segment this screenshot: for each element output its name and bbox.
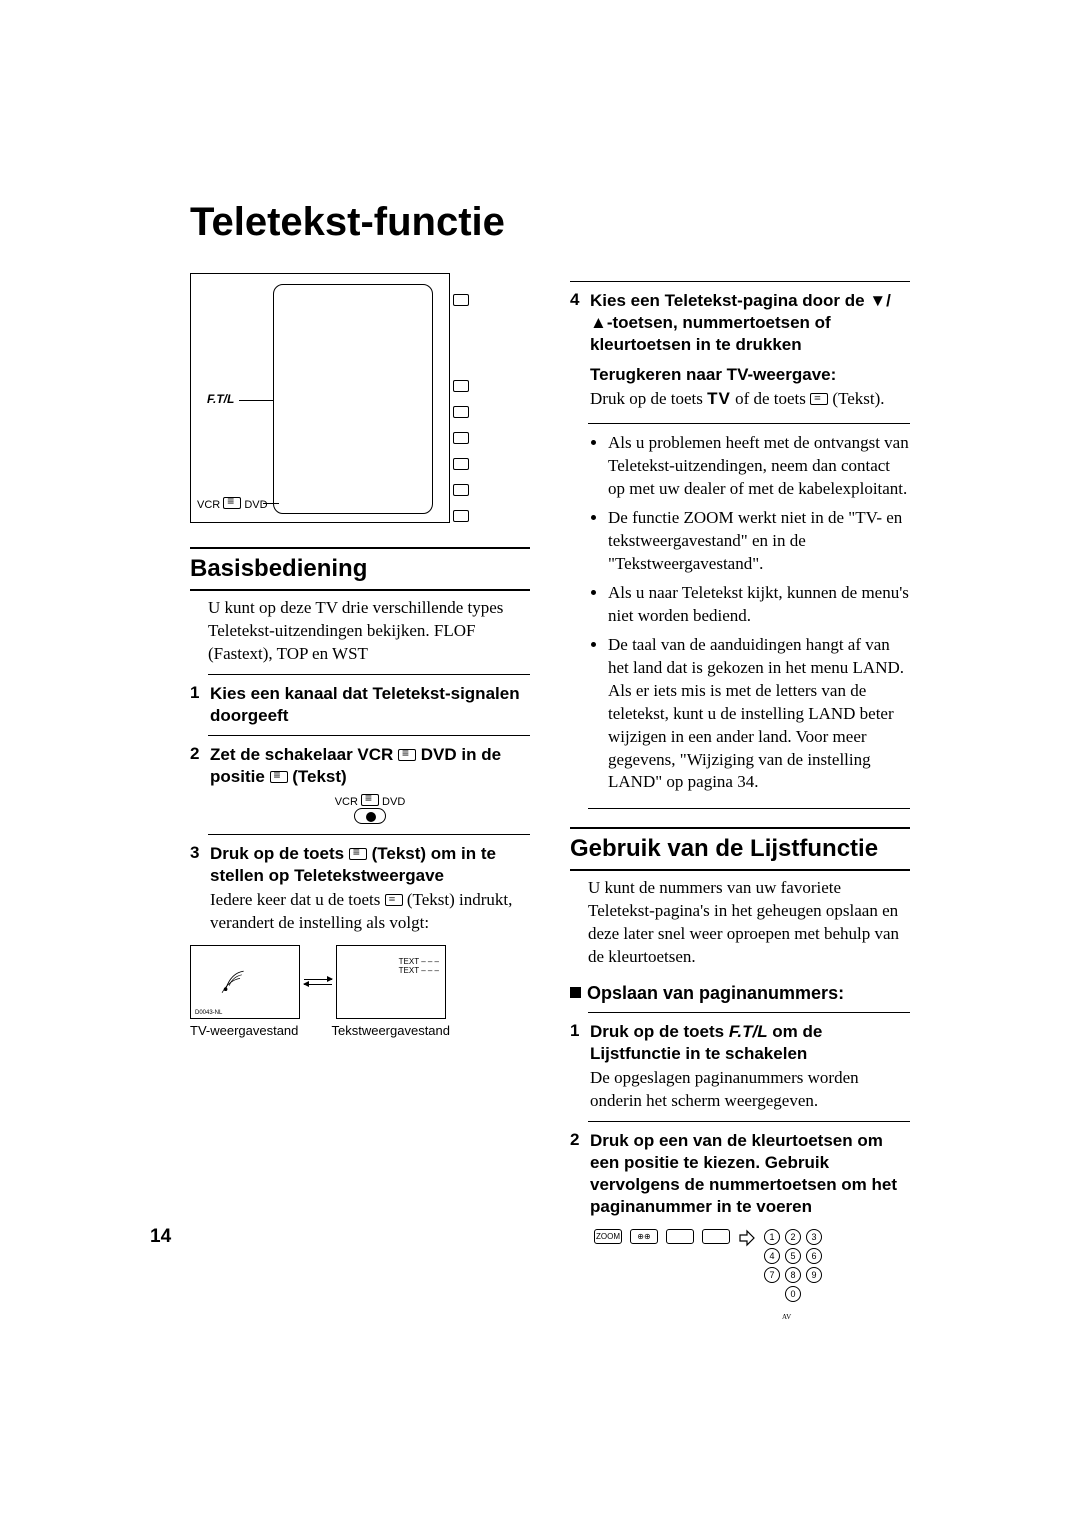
tekst-icon: [810, 393, 828, 405]
right-column: 4 Kies een Teletekst-pagina door de ▼/▲-…: [570, 273, 910, 1320]
arrow-right-icon: [304, 979, 332, 980]
side-icon: [453, 432, 469, 444]
step-4: 4 Kies een Teletekst-pagina door de ▼/▲-…: [570, 290, 910, 411]
color-button: [702, 1229, 730, 1244]
page-title: Teletekst-functie: [190, 200, 910, 245]
state-arrows: [304, 979, 332, 985]
color-button: [666, 1229, 694, 1244]
step-heading: Druk op de toets F.T/L om de Lijstfuncti…: [590, 1021, 910, 1065]
section-lijstfunctie: Gebruik van de Lijstfunctie: [570, 835, 910, 863]
tekst-icon: [223, 497, 241, 509]
signal-icon: [213, 964, 249, 1000]
tekst-icon: [270, 771, 288, 783]
step-text: De opgeslagen paginanummers worden onder…: [590, 1067, 910, 1113]
tekst-icon: [361, 794, 379, 806]
diagram-id: D0043-NL: [195, 1010, 222, 1016]
number-keypad: 1 2 3 4 5 6 7 8 9 0: [764, 1229, 824, 1302]
return-heading: Terugkeren naar TV-weergave:: [590, 364, 910, 386]
page-number: 14: [150, 1226, 171, 1248]
step-number: 2: [190, 744, 210, 826]
note-item: Als u naar Teletekst kijkt, kunnen de me…: [608, 582, 910, 628]
text-lines: TEXT – – – TEXT – – –: [399, 958, 439, 976]
state-label-right: Tekstweergavestand: [331, 1023, 450, 1038]
zoom-button: ZOOM: [594, 1229, 622, 1244]
arrow-right-outline-icon: [738, 1229, 756, 1247]
step-3: 3 Druk op de toets (Tekst) om in te stel…: [190, 843, 530, 935]
side-icon: [453, 406, 469, 418]
section-basisbediening: Basisbediening: [190, 555, 530, 583]
keypad-key: 5: [785, 1248, 801, 1264]
keypad-key: 3: [806, 1229, 822, 1245]
keypad-key: 1: [764, 1229, 780, 1245]
side-icon: [453, 484, 469, 496]
color-keys-figure: ZOOM ⊕⊕ 1 2 3 4 5 6 7 8 9 0: [594, 1229, 910, 1320]
keypad-key: 0: [785, 1286, 801, 1302]
sub-heading: Opslaan van paginanummers:: [570, 983, 910, 1004]
note-item: Als u problemen heeft met de ontvangst v…: [608, 432, 910, 501]
step-number: 2: [570, 1130, 590, 1218]
step-heading: Kies een kanaal dat Teletekst-signalen d…: [210, 683, 530, 727]
keypad-key: 7: [764, 1267, 780, 1283]
remote-side-icons: [453, 294, 469, 522]
step-number: 1: [570, 1021, 590, 1113]
tekst-icon: [398, 749, 416, 761]
s2-step-2: 2 Druk op een van de kleurtoetsen om een…: [570, 1130, 910, 1218]
return-text: Druk op de toets TV of de toets (Tekst).: [590, 388, 910, 411]
note-item: De taal van de aanduidingen hangt af van…: [608, 634, 910, 795]
side-icon: [453, 380, 469, 392]
keypad-key: 4: [764, 1248, 780, 1264]
step-number: 1: [190, 683, 210, 727]
section2-intro: U kunt de nummers van uw favoriete Telet…: [588, 877, 910, 969]
tv-state-figure: D0043-NL TEXT – – – TEXT – – –: [190, 945, 530, 1019]
note-item: De functie ZOOM werkt niet in de "TV- en…: [608, 507, 910, 576]
s2-step-1: 1 Druk op de toets F.T/L om de Lijstfunc…: [570, 1021, 910, 1113]
step-2: 2 Zet de schakelaar VCR DVD in de positi…: [190, 744, 530, 826]
keypad-key: 8: [785, 1267, 801, 1283]
tv-label: TV: [707, 389, 731, 408]
keypad-key: 2: [785, 1229, 801, 1245]
two-column-layout: F.T/L VCR DVD Basisbediening U kunt op d…: [190, 273, 910, 1320]
remote-diagram: F.T/L VCR DVD: [190, 273, 450, 523]
intro-text: U kunt op deze TV drie verschillende typ…: [208, 597, 530, 666]
step-text: Iedere keer dat u de toets (Tekst) indru…: [210, 889, 530, 935]
step-heading: Kies een Teletekst-pagina door de ▼/▲-to…: [590, 290, 910, 356]
step-heading: Druk op de toets (Tekst) om in te stelle…: [210, 843, 530, 887]
side-icon: [453, 510, 469, 522]
tekst-icon: [349, 848, 367, 860]
remote-vcr-label: VCR DVD: [197, 497, 268, 511]
switch-figure: VCR DVD: [210, 794, 530, 824]
step-heading: Zet de schakelaar VCR DVD in de positie …: [210, 744, 530, 788]
keypad-key: 6: [806, 1248, 822, 1264]
side-icon: [453, 458, 469, 470]
av-label: AV: [782, 1313, 791, 1321]
tv-state-right: TEXT – – – TEXT – – –: [336, 945, 446, 1019]
arrow-left-icon: [304, 984, 332, 985]
color-button: ⊕⊕: [630, 1229, 658, 1244]
ftl-label: F.T/L: [729, 1022, 768, 1041]
keypad-key: 9: [806, 1267, 822, 1283]
step-1: 1 Kies een kanaal dat Teletekst-signalen…: [190, 683, 530, 727]
step-heading: Druk op een van de kleurtoetsen om een p…: [590, 1130, 910, 1218]
switch-icon: [354, 808, 386, 824]
tv-state-left: D0043-NL: [190, 945, 300, 1019]
side-icon: [453, 294, 469, 306]
state-label-left: TV-weergavestand: [190, 1023, 298, 1038]
left-column: F.T/L VCR DVD Basisbediening U kunt op d…: [190, 273, 530, 1320]
square-bullet-icon: [570, 987, 581, 998]
step-number: 4: [570, 290, 590, 411]
tekst-icon: [385, 894, 403, 906]
step-number: 3: [190, 843, 210, 935]
state-labels: TV-weergavestand Tekstweergavestand: [190, 1023, 450, 1038]
notes-box: Als u problemen heeft met de ontvangst v…: [588, 423, 910, 809]
remote-ftl-label: F.T/L: [207, 392, 234, 406]
